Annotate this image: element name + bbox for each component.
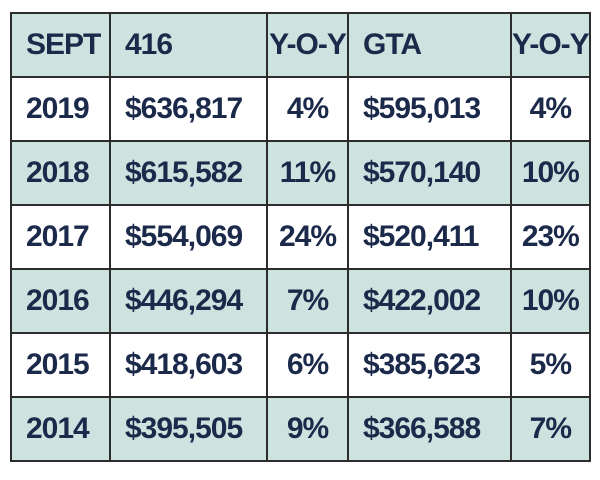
table-row: 2017 $554,069 24% $520,411 23% [10,204,591,270]
yoy-416-cell: 6% [266,332,349,398]
yoy-416-cell: 4% [266,76,349,142]
year-cell: 2016 [10,268,111,334]
price-gta-cell: $366,588 [347,396,512,462]
table-row: 2019 $636,817 4% $595,013 4% [10,76,591,142]
yoy-gta-cell: 10% [510,268,591,334]
yoy-416-cell: 24% [266,204,349,270]
price-416-cell: $636,817 [109,76,268,142]
header-416: 416 [109,12,268,78]
price-gta-cell: $595,013 [347,76,512,142]
yoy-gta-cell: 7% [510,396,591,462]
price-416-cell: $554,069 [109,204,268,270]
header-sept: SEPT [10,12,111,78]
year-cell: 2018 [10,140,111,206]
header-row: SEPT 416 Y-O-Y GTA Y-O-Y [10,12,591,78]
header-yoy-gta: Y-O-Y [510,12,591,78]
price-gta-cell: $520,411 [347,204,512,270]
price-416-cell: $446,294 [109,268,268,334]
yoy-416-cell: 11% [266,140,349,206]
price-gta-cell: $422,002 [347,268,512,334]
header-yoy-416: Y-O-Y [266,12,349,78]
table-row: 2014 $395,505 9% $366,588 7% [10,396,591,462]
year-cell: 2015 [10,332,111,398]
table-row: 2015 $418,603 6% $385,623 5% [10,332,591,398]
price-comparison-table: SEPT 416 Y-O-Y GTA Y-O-Y 2019 $636,817 4… [10,12,591,462]
yoy-gta-cell: 4% [510,76,591,142]
table-row: 2018 $615,582 11% $570,140 10% [10,140,591,206]
yoy-gta-cell: 5% [510,332,591,398]
price-416-cell: $395,505 [109,396,268,462]
yoy-416-cell: 7% [266,268,349,334]
price-416-cell: $615,582 [109,140,268,206]
year-cell: 2014 [10,396,111,462]
yoy-gta-cell: 10% [510,140,591,206]
yoy-gta-cell: 23% [510,204,591,270]
table-row: 2016 $446,294 7% $422,002 10% [10,268,591,334]
price-gta-cell: $570,140 [347,140,512,206]
price-416-cell: $418,603 [109,332,268,398]
yoy-416-cell: 9% [266,396,349,462]
year-cell: 2017 [10,204,111,270]
price-gta-cell: $385,623 [347,332,512,398]
year-cell: 2019 [10,76,111,142]
table-container: SEPT 416 Y-O-Y GTA Y-O-Y 2019 $636,817 4… [10,12,591,462]
header-gta: GTA [347,12,512,78]
